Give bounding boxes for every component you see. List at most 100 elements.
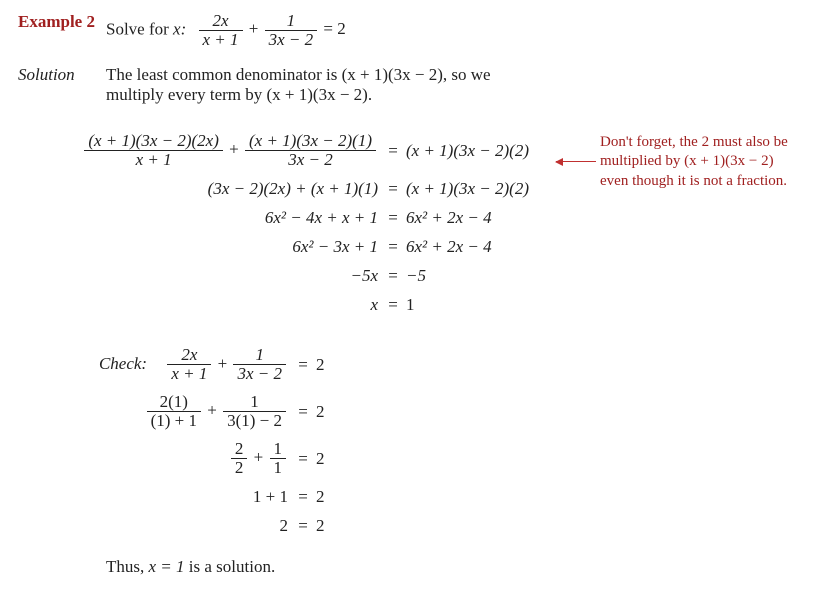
derivation: (x + 1)(3x − 2)(2x) x + 1 + (x + 1)(3x −… — [18, 119, 556, 321]
solution-label-col: Solution — [18, 65, 106, 85]
s1-rhs: (x + 1)(3x − 2)(2) — [402, 141, 556, 161]
check-r4-eq: = — [294, 487, 312, 507]
s3-lhs: 6x² − 4x + x + 1 — [18, 208, 384, 228]
s5-eq: = — [384, 266, 402, 286]
example-prompt: Solve for x: 2x x + 1 + 1 3x − 2 = 2 — [106, 12, 795, 49]
example-header: Example 2 Solve for x: 2x x + 1 + 1 3x −… — [18, 12, 795, 49]
check-r2-f1: 2(1) (1) + 1 — [145, 393, 203, 430]
s6-rhs: 1 — [402, 295, 556, 315]
frac-1-num: 2x — [199, 12, 243, 31]
s6-eq: = — [384, 295, 402, 315]
deriv-step-1: (x + 1)(3x − 2)(2x) x + 1 + (x + 1)(3x −… — [18, 129, 556, 173]
s1-f1-num: (x + 1)(3x − 2)(2x) — [88, 131, 219, 150]
check-r1-f1-den: x + 1 — [171, 364, 207, 383]
check-block: Check: 2x x + 1 + 1 3x − 2 = 2 — [18, 343, 795, 539]
frac-2-den: 3x − 2 — [265, 31, 318, 49]
check-r1-f1-num: 2x — [167, 346, 211, 365]
solution-row: Solution The least common denominator is… — [18, 65, 795, 105]
check-r2-f2: 1 3(1) − 2 — [221, 393, 288, 430]
check-r3-f2-num: 1 — [270, 440, 287, 459]
deriv-step-4: 6x² − 3x + 1 = 6x² + 2x − 4 — [18, 234, 556, 260]
annotation-wrap: Don't forget, the 2 must also be multipl… — [556, 133, 795, 192]
check-r3-lhs: 2 2 + 1 1 — [18, 440, 294, 477]
solution-line-1: The least common denominator is (x + 1)(… — [106, 65, 491, 84]
check-r3-f1-num: 2 — [231, 440, 248, 459]
check-r2-f1-den: (1) + 1 — [147, 412, 201, 430]
check-r1-f2-den: 3x − 2 — [237, 364, 282, 383]
check-r2-lhs: 2(1) (1) + 1 + 1 3(1) − 2 — [18, 393, 294, 430]
s2-lhs: (3x − 2)(2x) + (x + 1)(1) — [18, 179, 384, 199]
annot-l2: multiplied by (x + 1)(3x − 2) — [600, 153, 774, 169]
check-r1-f1: 2x x + 1 — [165, 346, 213, 383]
s2-eq: = — [384, 179, 402, 199]
check-label: Check: — [99, 354, 147, 373]
s1-f2-num: (x + 1)(3x − 2)(1) — [249, 131, 372, 150]
s5-rhs: −5 — [402, 266, 556, 286]
annot-l3: even though it is not a fraction. — [600, 173, 787, 189]
original-equation: 2x x + 1 + 1 3x − 2 = 2 — [197, 19, 346, 38]
final-pre: Thus, — [106, 557, 149, 576]
check-r3-f1-den: 2 — [231, 459, 248, 477]
frac-1: 2x x + 1 — [197, 12, 245, 49]
check-r4-lhs: 1 + 1 — [18, 487, 294, 507]
check-r2-f1-num: 2(1) — [147, 393, 201, 412]
s1-f1: (x + 1)(3x − 2)(2x) x + 1 — [82, 132, 225, 169]
deriv-step-6: x = 1 — [18, 292, 556, 318]
check-r5-rhs: 2 — [312, 516, 795, 536]
s4-lhs: 6x² − 3x + 1 — [18, 237, 384, 257]
check-r1-lhs: Check: 2x x + 1 + 1 3x − 2 — [18, 346, 294, 383]
check-r2-f2-num: 1 — [223, 393, 286, 412]
annot-l1: Don't forget, the 2 must also be — [600, 134, 788, 150]
check-r3-f2-den: 1 — [270, 459, 287, 477]
check-r2-eq: = — [294, 402, 312, 422]
check-r5-eq: = — [294, 516, 312, 536]
check-eqblock: Check: 2x x + 1 + 1 3x − 2 = 2 — [18, 343, 795, 539]
s1-f1-den: x + 1 — [136, 150, 172, 169]
s3-rhs: 6x² + 2x − 4 — [402, 208, 556, 228]
annotation-arrow-icon — [556, 161, 596, 162]
prompt-var: x: — [173, 19, 186, 38]
solution-label: Solution — [18, 65, 75, 84]
deriv-eqblock: (x + 1)(3x − 2)(2x) x + 1 + (x + 1)(3x −… — [18, 129, 556, 318]
deriv-step-2: (3x − 2)(2x) + (x + 1)(1) = (x + 1)(3x −… — [18, 176, 556, 202]
check-r3-f1: 2 2 — [229, 440, 250, 477]
s1-eq: = — [384, 141, 402, 161]
example-label-col: Example 2 — [18, 12, 106, 32]
s2-rhs: (x + 1)(3x − 2)(2) — [402, 179, 556, 199]
frac-1-den: x + 1 — [199, 31, 243, 49]
derivation-wrap: (x + 1)(3x − 2)(2x) x + 1 + (x + 1)(3x −… — [18, 119, 795, 321]
check-row-1: Check: 2x x + 1 + 1 3x − 2 = 2 — [18, 343, 795, 387]
check-r1-f2: 1 3x − 2 — [231, 346, 288, 383]
s1-f2-den: 3x − 2 — [288, 150, 333, 169]
s3-eq: = — [384, 208, 402, 228]
annotation-text: Don't forget, the 2 must also be multipl… — [600, 133, 795, 192]
s4-rhs: 6x² + 2x − 4 — [402, 237, 556, 257]
check-r2-rhs: 2 — [312, 402, 795, 422]
s5-lhs: −5x — [18, 266, 384, 286]
s6-lhs: x — [18, 295, 384, 315]
check-r1-f2-num: 1 — [233, 346, 286, 365]
check-row-2: 2(1) (1) + 1 + 1 3(1) − 2 = 2 — [18, 390, 795, 434]
final-line: Thus, x = 1 is a solution. — [106, 557, 795, 577]
frac-2: 1 3x − 2 — [263, 12, 320, 49]
s1-rhs-text: (x + 1)(3x − 2)(2) — [406, 141, 529, 160]
s1-f2: (x + 1)(3x − 2)(1) 3x − 2 — [243, 132, 378, 169]
deriv-step-5: −5x = −5 — [18, 263, 556, 289]
solution-line-2: multiply every term by (x + 1)(3x − 2). — [106, 85, 372, 104]
s4-eq: = — [384, 237, 402, 257]
example-label: Example 2 — [18, 12, 95, 31]
check-r3-f2: 1 1 — [268, 440, 289, 477]
frac-2-num: 1 — [265, 12, 318, 31]
check-row-4: 1 + 1 = 2 — [18, 484, 795, 510]
check-r3-rhs: 2 — [312, 449, 795, 469]
check-r4-rhs: 2 — [312, 487, 795, 507]
check-r5-lhs: 2 — [18, 516, 294, 536]
s1-lhs: (x + 1)(3x − 2)(2x) x + 1 + (x + 1)(3x −… — [18, 132, 384, 169]
check-r1-rhs: 2 — [312, 355, 795, 375]
solution-text: The least common denominator is (x + 1)(… — [106, 65, 795, 105]
check-r2-f2-den: 3(1) − 2 — [223, 412, 286, 430]
check-row-3: 2 2 + 1 1 = 2 — [18, 437, 795, 481]
check-r1-eq: = — [294, 355, 312, 375]
check-r3-eq: = — [294, 449, 312, 469]
prompt-prefix: Solve for — [106, 19, 173, 38]
